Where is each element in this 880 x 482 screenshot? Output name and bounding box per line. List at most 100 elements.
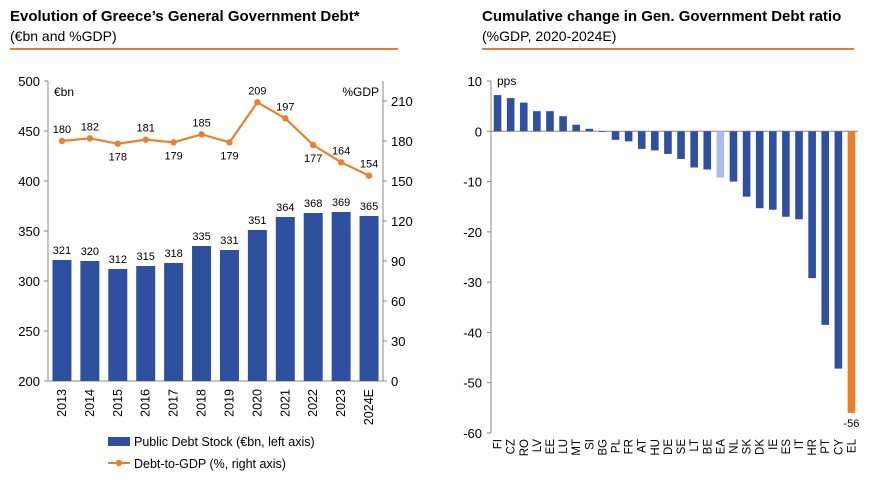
right-axis-tick-label: 90 <box>391 254 405 269</box>
debt-stock-value-label: 320 <box>81 246 99 258</box>
country-bar <box>834 131 843 369</box>
country-bar <box>611 131 620 140</box>
y-axis-tick-label: -30 <box>463 275 482 290</box>
country-bar <box>533 111 541 132</box>
debt-to-gdp-point <box>114 140 121 147</box>
debt-to-gdp-value-label: 179 <box>164 150 182 162</box>
left-panel: Evolution of Greece’s General Government… <box>0 0 420 482</box>
debt-to-gdp-value-label: 182 <box>81 121 99 133</box>
y-axis-unit-label: pps <box>497 74 516 88</box>
country-label: BE <box>702 439 714 455</box>
left-axis-unit-label: €bn <box>54 85 74 99</box>
legend-bar-label: Public Debt Stock (€bn, left axis) <box>134 435 315 449</box>
debt-to-gdp-value-label: 179 <box>220 150 238 162</box>
debt-stock-bar <box>247 230 267 381</box>
left-axis-tick-label: 450 <box>18 124 40 139</box>
debt-evolution-chart: 200 250 300 350 400 450 500 0 30 60 90 120 150 180 210… <box>18 74 413 471</box>
country-bar <box>677 131 685 159</box>
x-axis-year-label: 2016 <box>139 389 153 417</box>
debt-stock-value-label: 369 <box>332 197 350 209</box>
debt-stock-value-label: 351 <box>248 215 266 227</box>
y-axis-tick-label: -40 <box>463 325 482 340</box>
country-label: EA <box>715 439 727 455</box>
country-bar <box>651 131 659 151</box>
country-bar <box>716 131 725 178</box>
legend-line-label: Debt-to-GDP (%, right axis) <box>134 457 286 471</box>
country-bar <box>559 116 567 132</box>
y-axis-tick-label: 0 <box>475 124 482 139</box>
country-bar <box>598 131 607 132</box>
debt-to-gdp-value-label: 180 <box>53 124 71 136</box>
debt-stock-bar <box>108 269 128 381</box>
debt-to-gdp-point <box>310 141 317 149</box>
right-chart-subtitle: (%GDP, 2020-2024E) <box>482 28 617 44</box>
country-label: CY <box>833 439 845 455</box>
x-axis-year-label: 2024E <box>362 389 376 425</box>
country-label: PT <box>820 439 832 454</box>
debt-stock-bar <box>275 217 295 381</box>
x-axis-year-label: 2015 <box>111 389 125 417</box>
debt-to-gdp-point <box>282 115 289 122</box>
left-axis-tick-label: 500 <box>18 74 40 89</box>
country-label: CZ <box>506 439 518 454</box>
debt-stock-bar <box>219 250 239 381</box>
left-title-rule <box>10 48 398 50</box>
country-label: DE <box>663 439 675 455</box>
x-axis-year-label: 2014 <box>83 389 97 417</box>
country-label: ES <box>781 439 793 455</box>
debt-to-gdp-point <box>58 137 66 145</box>
debt-to-gdp-value-label: 185 <box>192 117 210 129</box>
country-label: SI <box>584 439 596 450</box>
debt-stock-bar <box>164 263 184 381</box>
debt-to-gdp-point <box>254 99 261 106</box>
x-axis-year-label: 2018 <box>195 389 209 417</box>
country-label: HU <box>650 439 662 456</box>
country-bar <box>808 131 816 279</box>
country-label: SK <box>742 439 754 455</box>
y-axis-tick-label: -20 <box>463 225 482 240</box>
country-label: EL <box>846 438 858 453</box>
country-label: HR <box>807 439 819 456</box>
country-bar <box>493 95 502 132</box>
debt-to-gdp-value-label: 178 <box>109 152 127 164</box>
country-label: EE <box>545 439 557 455</box>
debt-to-gdp-point <box>142 136 149 143</box>
right-axis-tick-label: 210 <box>391 94 413 109</box>
y-axis-tick-label: -10 <box>463 175 482 190</box>
debt-stock-value-label: 368 <box>304 198 322 210</box>
country-bar <box>506 98 515 132</box>
legend-bar-swatch <box>108 437 130 446</box>
debt-stock-bar <box>303 213 323 381</box>
debt-to-gdp-value-label: 209 <box>248 85 266 97</box>
debt-to-gdp-value-label: 181 <box>137 123 155 135</box>
debt-to-gdp-point <box>337 159 345 166</box>
debt-to-gdp-point <box>226 139 233 146</box>
country-label: LV <box>532 439 544 453</box>
left-chart-subtitle: (€bn and %GDP) <box>10 28 117 44</box>
left-axis-tick-label: 200 <box>18 374 40 389</box>
debt-stock-value-label: 364 <box>276 202 294 214</box>
country-bar <box>546 111 554 132</box>
right-panel: Cumulative change in Gen. Government Deb… <box>460 0 880 482</box>
country-bar <box>755 131 764 209</box>
left-chart-title: Evolution of Greece’s General Government… <box>10 8 360 25</box>
debt-stock-value-label: 321 <box>53 245 71 257</box>
right-chart-title: Cumulative change in Gen. Government Deb… <box>482 8 842 25</box>
country-label: IE <box>768 439 780 450</box>
country-bar <box>742 131 751 197</box>
country-bar <box>690 131 698 168</box>
legend-line-marker <box>115 459 123 467</box>
debt-stock-value-label: 365 <box>360 201 378 213</box>
debt-stock-value-label: 331 <box>220 235 238 247</box>
debt-to-gdp-value-label: 197 <box>276 101 294 113</box>
greece-value-label: -56 <box>843 418 859 430</box>
country-label: BG <box>597 439 609 456</box>
country-bar <box>664 131 672 154</box>
debt-to-gdp-value-label: 154 <box>360 159 378 171</box>
country-label: LT <box>689 439 701 452</box>
country-bar <box>782 131 790 217</box>
debt-stock-value-label: 318 <box>164 248 182 260</box>
x-axis-year-label: 2023 <box>334 389 348 417</box>
x-axis-year-label: 2019 <box>222 389 236 417</box>
debt-change-chart: 10 0 -10 -20 -30 -40 -50 -60 pps FI CZ RO LV EE LU MT SI… <box>463 74 859 456</box>
